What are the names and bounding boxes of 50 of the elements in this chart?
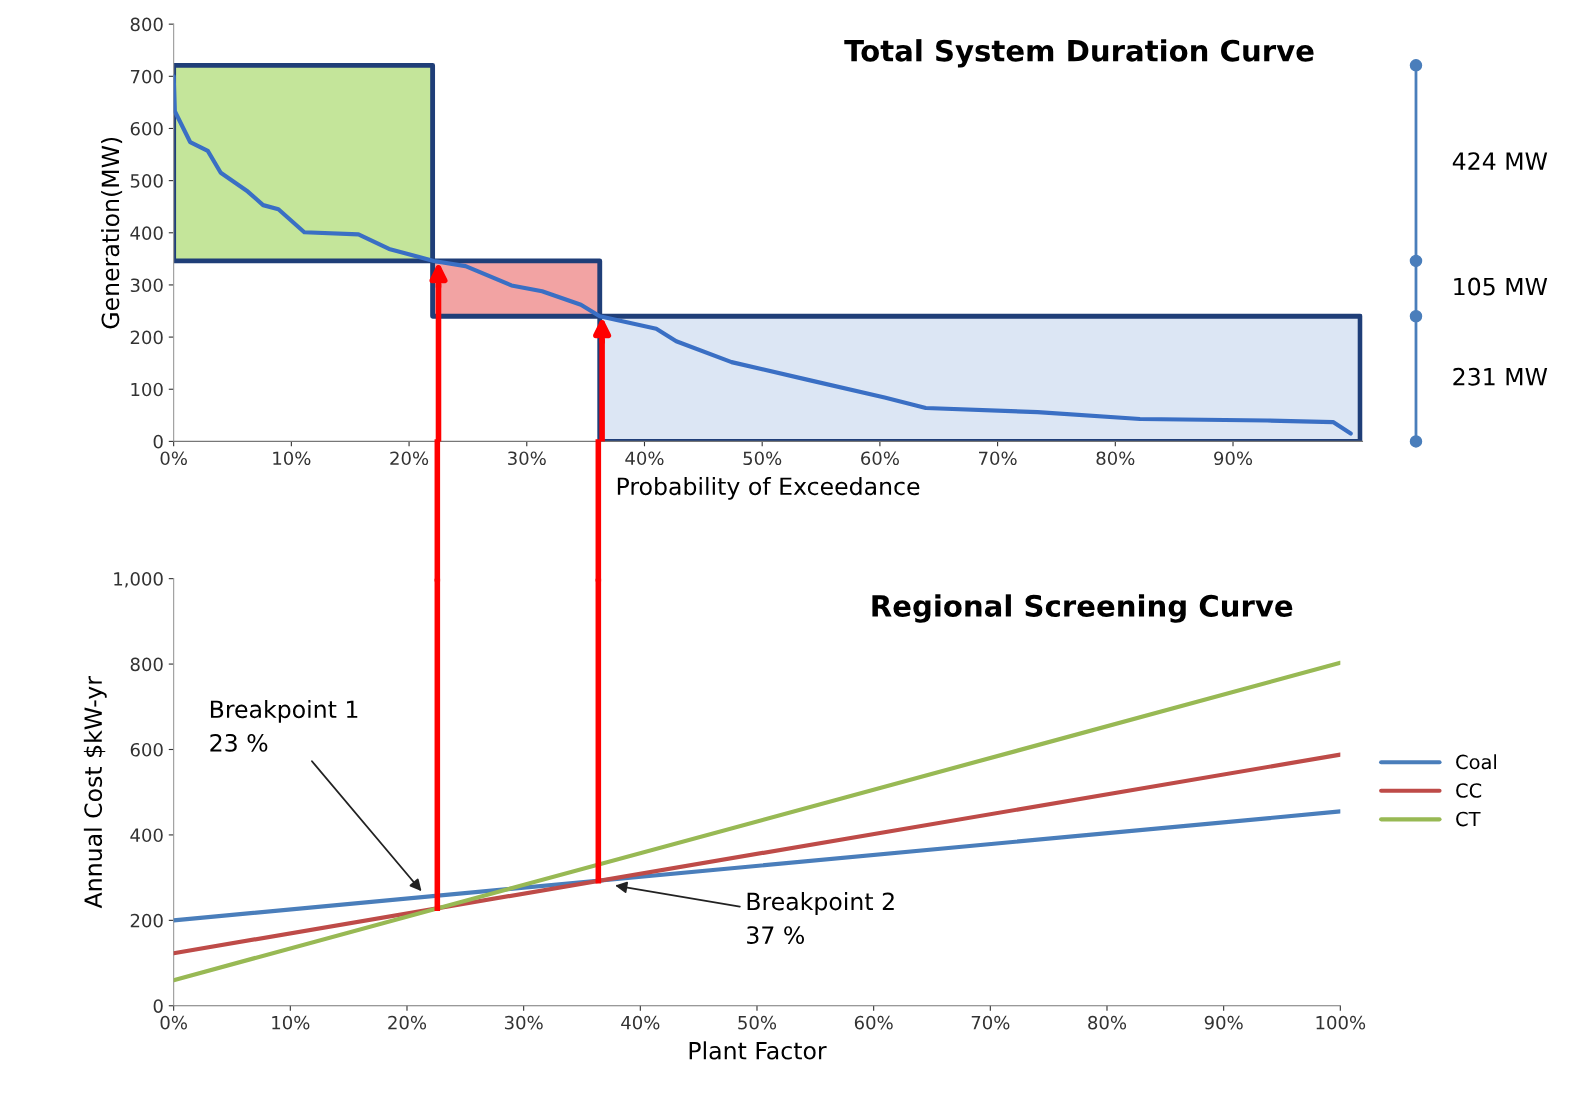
x-tick-label: 40% [625, 451, 664, 466]
y-tick-label: 800 [130, 17, 163, 32]
x-tick-label: 90% [1214, 451, 1253, 466]
annotation: Breakpoint 1 23 % [210, 699, 358, 752]
y-tick-label: 600 [130, 121, 163, 136]
y-axis-title: Annual Cost $kW-yr [83, 675, 107, 909]
text: 424 MW [1452, 152, 1548, 170]
y-tick-label: 700 [130, 69, 163, 84]
y-tick-label: 300 [130, 278, 163, 293]
x-tick-label: 70% [979, 451, 1017, 466]
x-tick-label: 10% [273, 451, 311, 466]
y-tick-label: 600 [130, 742, 163, 757]
y-tick-label: 400 [130, 828, 163, 843]
x-tick-label: 30% [508, 451, 546, 466]
y-tick-label: 400 [130, 226, 163, 240]
y-tick-label: 200 [130, 330, 163, 345]
x-tick-label: 30% [504, 1015, 543, 1030]
x-tick-label: 60% [861, 451, 899, 466]
y-tick-label: 500 [130, 174, 163, 188]
x-tick-label: 40% [621, 1015, 660, 1030]
y-tick-label: 800 [130, 657, 163, 672]
x-tick-label: 0% [160, 1015, 187, 1030]
x-tick-label: 20% [388, 1015, 427, 1030]
x-tick-label: 0% [160, 451, 187, 466]
annotation: Breakpoint 2 37 % [747, 892, 894, 944]
y-tick-label: 1,000 [114, 572, 163, 588]
legend-label: Coal [1456, 754, 1497, 770]
x-tick-label: 50% [743, 451, 782, 466]
x-axis-title: Plant Factor [689, 1041, 827, 1060]
y-tick-label: 0 [153, 999, 163, 1013]
y-axis-title: Generation(MW) [101, 137, 123, 329]
x-tick-label: 20% [390, 451, 429, 466]
x-tick-label: 50% [738, 1015, 777, 1030]
legend-label: CT [1456, 811, 1481, 827]
x-tick-label: 70% [971, 1015, 1010, 1030]
x-tick-label: 60% [854, 1015, 893, 1030]
y-tick-label: 0 [153, 434, 163, 449]
text: 231 MW [1453, 367, 1548, 386]
y-tick-label: 200 [130, 913, 163, 928]
x-tick-label: 10% [272, 1015, 310, 1030]
y-tick-label: 100 [131, 382, 163, 397]
text: Total System Duration Curve [844, 39, 1314, 68]
text: Regional Screening Curve [872, 594, 1293, 623]
x-tick-label: 100% [1316, 1015, 1366, 1030]
x-axis-title: Probability of Exceedance [617, 476, 920, 500]
text: 105 MW [1454, 277, 1548, 296]
x-tick-label: 90% [1204, 1015, 1243, 1030]
x-tick-label: 80% [1088, 1015, 1127, 1030]
x-tick-label: 80% [1096, 451, 1135, 466]
legend-label: CC [1456, 783, 1482, 798]
